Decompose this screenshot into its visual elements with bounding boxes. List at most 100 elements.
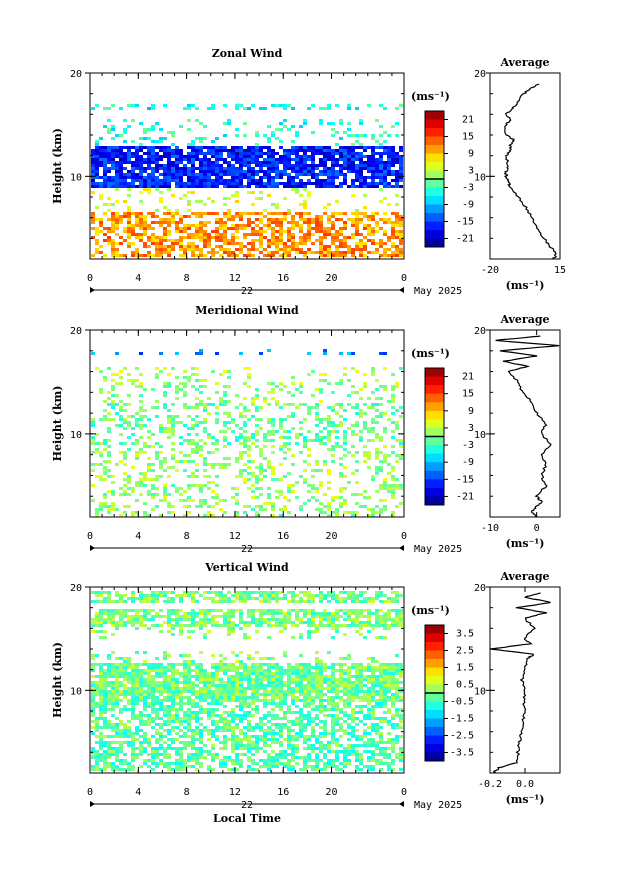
heatmap-cell xyxy=(167,630,171,633)
heatmap-cell xyxy=(103,227,107,230)
heatmap-cell xyxy=(347,185,351,188)
heatmap-cell xyxy=(271,505,275,508)
heatmap-cell xyxy=(279,478,283,481)
heatmap-cell xyxy=(307,224,311,227)
heatmap-cell xyxy=(91,675,95,678)
heatmap-cell xyxy=(395,505,399,508)
heatmap-cell xyxy=(311,684,315,687)
heatmap-cell xyxy=(391,514,395,517)
heatmap-cell xyxy=(219,609,223,612)
heatmap-cell xyxy=(119,221,123,224)
heatmap-cell xyxy=(387,678,391,681)
heatmap-cell xyxy=(143,651,147,654)
heatmap-cell xyxy=(159,137,163,140)
heatmap-cell xyxy=(139,236,143,239)
heatmap-cell xyxy=(219,176,223,179)
heatmap-cell xyxy=(103,609,107,612)
heatmap-cell xyxy=(347,352,351,355)
heatmap-cell xyxy=(187,505,191,508)
heatmap-cell xyxy=(295,170,299,173)
heatmap-cell xyxy=(319,669,323,672)
heatmap-cell xyxy=(167,663,171,666)
heatmap-cell xyxy=(235,212,239,215)
heatmap-cell xyxy=(91,693,95,696)
heatmap-cell xyxy=(163,460,167,463)
heatmap-cell xyxy=(259,427,263,430)
heatmap-cell xyxy=(143,242,147,245)
heatmap-cell xyxy=(179,221,183,224)
heatmap-cell xyxy=(315,463,319,466)
heatmap-cell xyxy=(391,675,395,678)
heatmap-cell xyxy=(391,125,395,128)
heatmap-cell xyxy=(307,618,311,621)
heatmap-cell xyxy=(203,170,207,173)
heatmap-cell xyxy=(335,251,339,254)
heatmap-cell xyxy=(203,469,207,472)
heatmap-cell xyxy=(355,218,359,221)
heatmap-cell xyxy=(303,236,307,239)
heatmap-cell xyxy=(295,442,299,445)
heatmap-cell xyxy=(331,152,335,155)
heatmap-cell xyxy=(307,239,311,242)
heatmap-cell xyxy=(215,382,219,385)
heatmap-cell xyxy=(127,687,131,690)
heatmap-cell xyxy=(327,215,331,218)
heatmap-cell xyxy=(223,463,227,466)
heatmap-cell xyxy=(99,505,103,508)
heatmap-cell xyxy=(383,179,387,182)
heatmap-cell xyxy=(247,681,251,684)
heatmap-cell xyxy=(299,693,303,696)
heatmap-cell xyxy=(371,155,375,158)
heatmap-cell xyxy=(371,511,375,514)
heatmap-cell xyxy=(123,161,127,164)
heatmap-cell xyxy=(139,424,143,427)
heatmap-cell xyxy=(395,618,399,621)
heatmap-cell xyxy=(195,146,199,149)
heatmap-cell xyxy=(199,161,203,164)
heatmap-cell xyxy=(91,170,95,173)
heatmap-cell xyxy=(139,146,143,149)
heatmap-cell xyxy=(355,481,359,484)
heatmap-cell xyxy=(187,684,191,687)
heatmap-cell xyxy=(383,675,387,678)
heatmap-cell xyxy=(299,170,303,173)
heatmap-cell xyxy=(167,167,171,170)
heatmap-cell xyxy=(339,681,343,684)
heatmap-cell xyxy=(171,454,175,457)
heatmap-cell xyxy=(143,600,147,603)
heatmap-cell xyxy=(275,170,279,173)
heatmap-cell xyxy=(299,385,303,388)
heatmap-cell xyxy=(155,415,159,418)
heatmap-cell xyxy=(299,155,303,158)
heatmap-cell xyxy=(351,185,355,188)
heatmap-cell xyxy=(247,460,251,463)
heatmap-cell xyxy=(271,152,275,155)
heatmap-cell xyxy=(267,699,271,702)
heatmap-cell xyxy=(207,158,211,161)
heatmap-cell xyxy=(391,687,395,690)
heatmap-cell xyxy=(315,403,319,406)
heatmap-cell xyxy=(223,511,227,514)
heatmap-cell xyxy=(195,379,199,382)
heatmap-cell xyxy=(211,672,215,675)
heatmap-cell xyxy=(175,152,179,155)
heatmap-cell xyxy=(251,672,255,675)
heatmap-cell xyxy=(215,245,219,248)
heatmap-cell xyxy=(123,612,127,615)
heatmap-cell xyxy=(167,687,171,690)
heatmap-cell xyxy=(319,107,323,110)
heatmap-cell xyxy=(255,439,259,442)
heatmap-cell xyxy=(207,164,211,167)
heatmap-cell xyxy=(143,161,147,164)
heatmap-cell xyxy=(387,185,391,188)
heatmap-cell xyxy=(119,134,123,137)
heatmap-cell xyxy=(207,107,211,110)
heatmap-cell xyxy=(103,672,107,675)
heatmap-cell xyxy=(291,245,295,248)
heatmap-cell xyxy=(251,173,255,176)
heatmap-cell xyxy=(135,702,139,705)
heatmap-cell xyxy=(399,170,403,173)
heatmap-cell xyxy=(359,158,363,161)
heatmap-cell xyxy=(215,690,219,693)
heatmap-cell xyxy=(227,122,231,125)
